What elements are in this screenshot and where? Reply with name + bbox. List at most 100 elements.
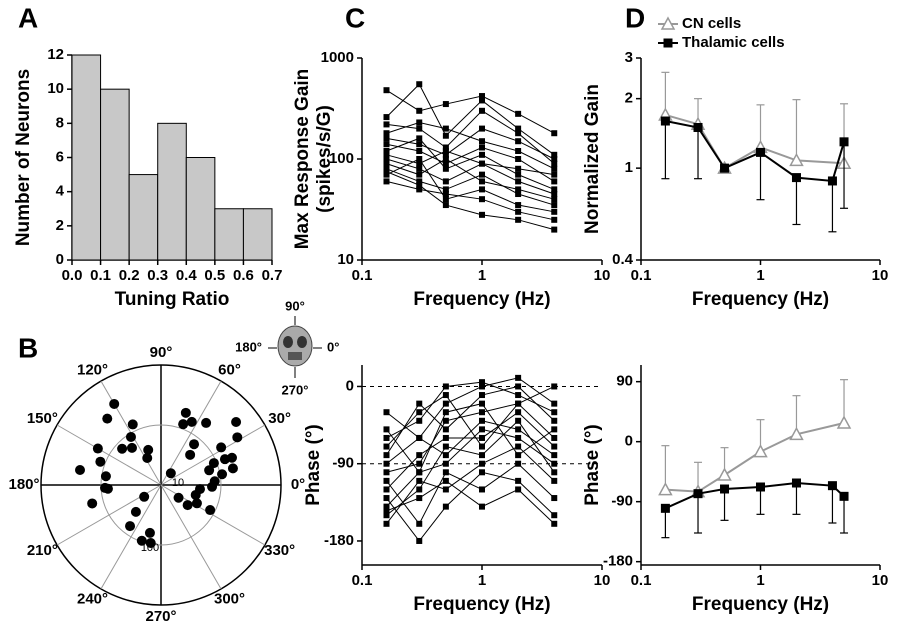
angle-label: 150° xyxy=(27,410,58,427)
x-axis-label: Frequency (Hz) xyxy=(692,594,829,615)
angle-label: 180° xyxy=(8,476,39,493)
angle-label: 30° xyxy=(268,410,291,427)
marker xyxy=(515,477,522,484)
marker xyxy=(551,400,558,407)
series-line xyxy=(386,403,555,474)
marker xyxy=(383,426,390,433)
y-tick-label: 6 xyxy=(56,148,64,165)
point xyxy=(130,506,141,517)
point xyxy=(216,442,227,453)
marker xyxy=(551,186,558,193)
series-line xyxy=(386,445,555,525)
marker xyxy=(479,93,485,100)
y-tick-label: 0 xyxy=(56,251,64,268)
marker xyxy=(416,107,423,114)
marker xyxy=(383,151,390,158)
point xyxy=(75,464,86,475)
y-tick-label: -90 xyxy=(611,493,633,510)
x-tick-label: 0.1 xyxy=(352,267,373,284)
marker xyxy=(442,160,449,167)
y-tick-label: 10 xyxy=(47,80,64,97)
marker xyxy=(551,383,558,390)
x-tick-label: 10 xyxy=(872,267,889,284)
marker xyxy=(479,409,485,416)
point xyxy=(226,452,237,463)
y-axis-label: Normalized Gain xyxy=(582,84,603,234)
x-tick-label: 1 xyxy=(478,267,486,284)
marker xyxy=(416,486,423,493)
marker xyxy=(551,434,558,441)
legend-label: Thalamic cells xyxy=(682,34,785,51)
marker xyxy=(479,383,485,390)
series-line xyxy=(386,121,555,170)
marker xyxy=(515,202,522,209)
bar xyxy=(157,122,187,261)
marker xyxy=(383,452,390,459)
marker xyxy=(756,482,765,492)
marker xyxy=(658,482,673,496)
marker xyxy=(383,87,390,94)
marker xyxy=(416,460,423,467)
marker xyxy=(551,160,558,167)
point xyxy=(126,442,137,453)
y-axis-label: Max Response Gain xyxy=(292,69,313,250)
y-tick-label: 1000 xyxy=(321,49,354,66)
marker xyxy=(416,171,423,178)
point xyxy=(127,419,138,430)
marker xyxy=(442,144,449,151)
marker xyxy=(416,182,423,189)
series-line xyxy=(386,471,555,542)
series-line xyxy=(386,377,555,439)
point xyxy=(207,481,218,492)
marker xyxy=(551,426,558,433)
marker xyxy=(383,495,390,502)
y-tick-label: 3 xyxy=(625,49,633,66)
marker xyxy=(839,137,849,147)
series-line xyxy=(386,137,555,190)
y-tick-label: 2 xyxy=(56,217,64,234)
marker xyxy=(551,165,558,172)
marker xyxy=(416,148,423,155)
marker xyxy=(442,186,449,193)
point xyxy=(208,458,219,469)
x-axis-label: Frequency (Hz) xyxy=(413,594,550,615)
series-line xyxy=(386,411,555,490)
marker xyxy=(479,138,485,145)
marker xyxy=(416,417,423,424)
point xyxy=(136,535,147,546)
marker xyxy=(515,156,522,162)
marker xyxy=(416,452,423,459)
marker xyxy=(416,125,423,132)
point xyxy=(145,538,156,549)
marker xyxy=(383,141,390,148)
x-tick-label: 0.2 xyxy=(119,267,140,284)
angle-label: 120° xyxy=(77,362,108,379)
y-tick-label: 90 xyxy=(616,373,633,390)
series-line xyxy=(665,113,845,170)
marker xyxy=(720,163,730,173)
marker xyxy=(515,383,522,390)
marker xyxy=(442,148,449,155)
marker xyxy=(515,426,522,433)
y-tick-label: 1 xyxy=(625,159,633,176)
marker xyxy=(442,469,449,476)
marker xyxy=(442,101,449,108)
marker xyxy=(791,478,801,488)
marker xyxy=(416,81,423,88)
series-line xyxy=(665,422,845,493)
y-tick-label: 12 xyxy=(47,46,64,63)
angle-label: 90° xyxy=(150,344,173,361)
x-tick-label: 1 xyxy=(756,267,764,284)
marker xyxy=(383,148,390,155)
marker xyxy=(442,125,449,132)
marker xyxy=(442,191,449,198)
marker xyxy=(479,186,485,193)
x-tick-label: 0.1 xyxy=(90,267,111,284)
marker xyxy=(551,208,558,215)
marker xyxy=(479,178,485,185)
point xyxy=(109,398,120,409)
marker xyxy=(551,469,558,476)
marker xyxy=(479,160,485,167)
point xyxy=(87,498,98,509)
marker xyxy=(551,452,558,459)
